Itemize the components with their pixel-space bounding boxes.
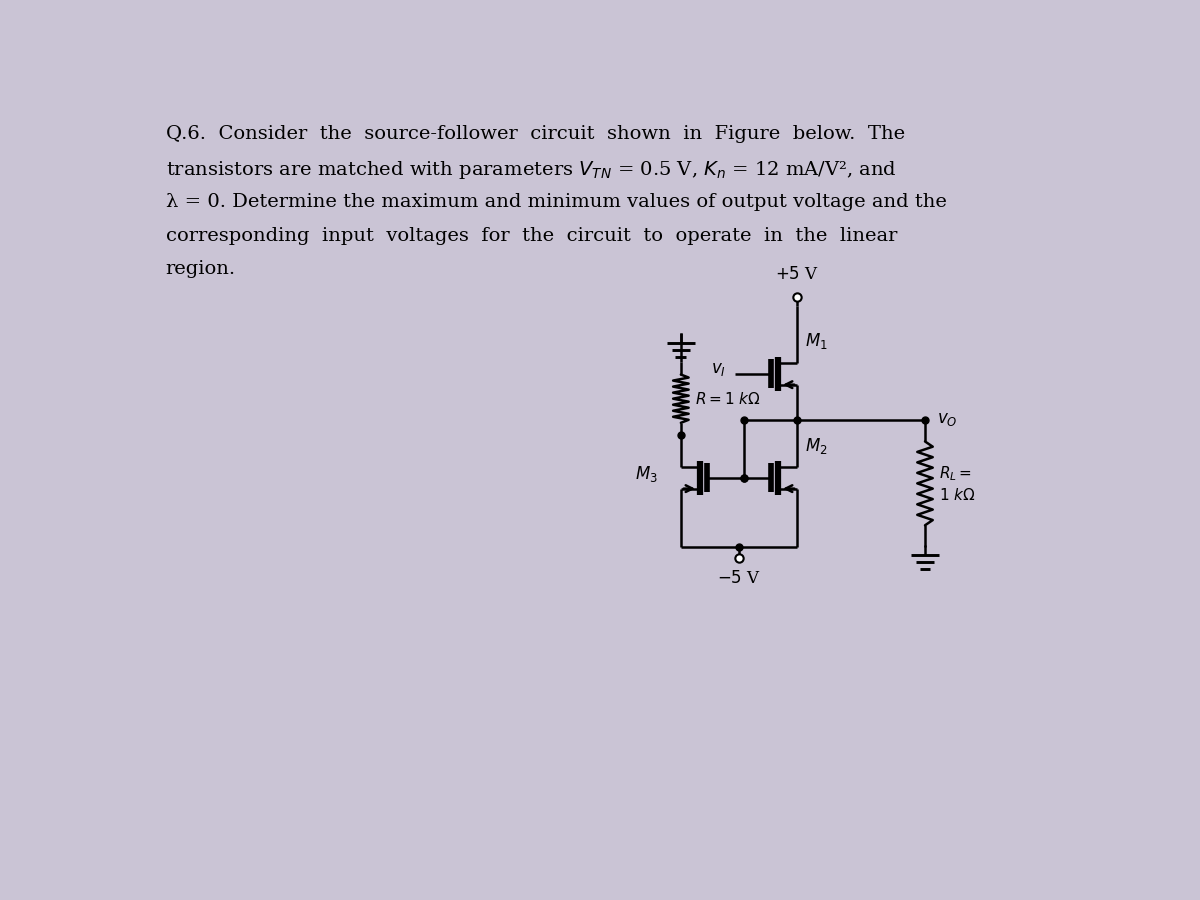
Text: λ = 0. Determine the maximum and minimum values of output voltage and the: λ = 0. Determine the maximum and minimum… [166, 193, 947, 211]
Text: region.: region. [166, 260, 235, 278]
Text: $-5$ V: $-5$ V [716, 570, 761, 587]
Text: $v_I$: $v_I$ [710, 361, 726, 378]
Text: transistors are matched with parameters $V_{T N}$ = 0.5 V, $K_n$ = 12 mA/V², and: transistors are matched with parameters … [166, 158, 896, 181]
Text: $v_O$: $v_O$ [937, 411, 958, 428]
Text: $R = 1\ k\Omega$: $R = 1\ k\Omega$ [695, 391, 761, 407]
Text: $R_L =$: $R_L =$ [938, 464, 972, 483]
Text: corresponding  input  voltages  for  the  circuit  to  operate  in  the  linear: corresponding input voltages for the cir… [166, 227, 896, 245]
Text: Q.6.  Consider  the  source-follower  circuit  shown  in  Figure  below.  The: Q.6. Consider the source-follower circui… [166, 125, 905, 143]
Text: $M_3$: $M_3$ [635, 464, 658, 484]
Text: $1\ k\Omega$: $1\ k\Omega$ [938, 487, 976, 503]
Text: $M_2$: $M_2$ [805, 436, 828, 456]
Text: $+5$ V: $+5$ V [775, 266, 820, 283]
Text: $M_1$: $M_1$ [805, 330, 828, 351]
